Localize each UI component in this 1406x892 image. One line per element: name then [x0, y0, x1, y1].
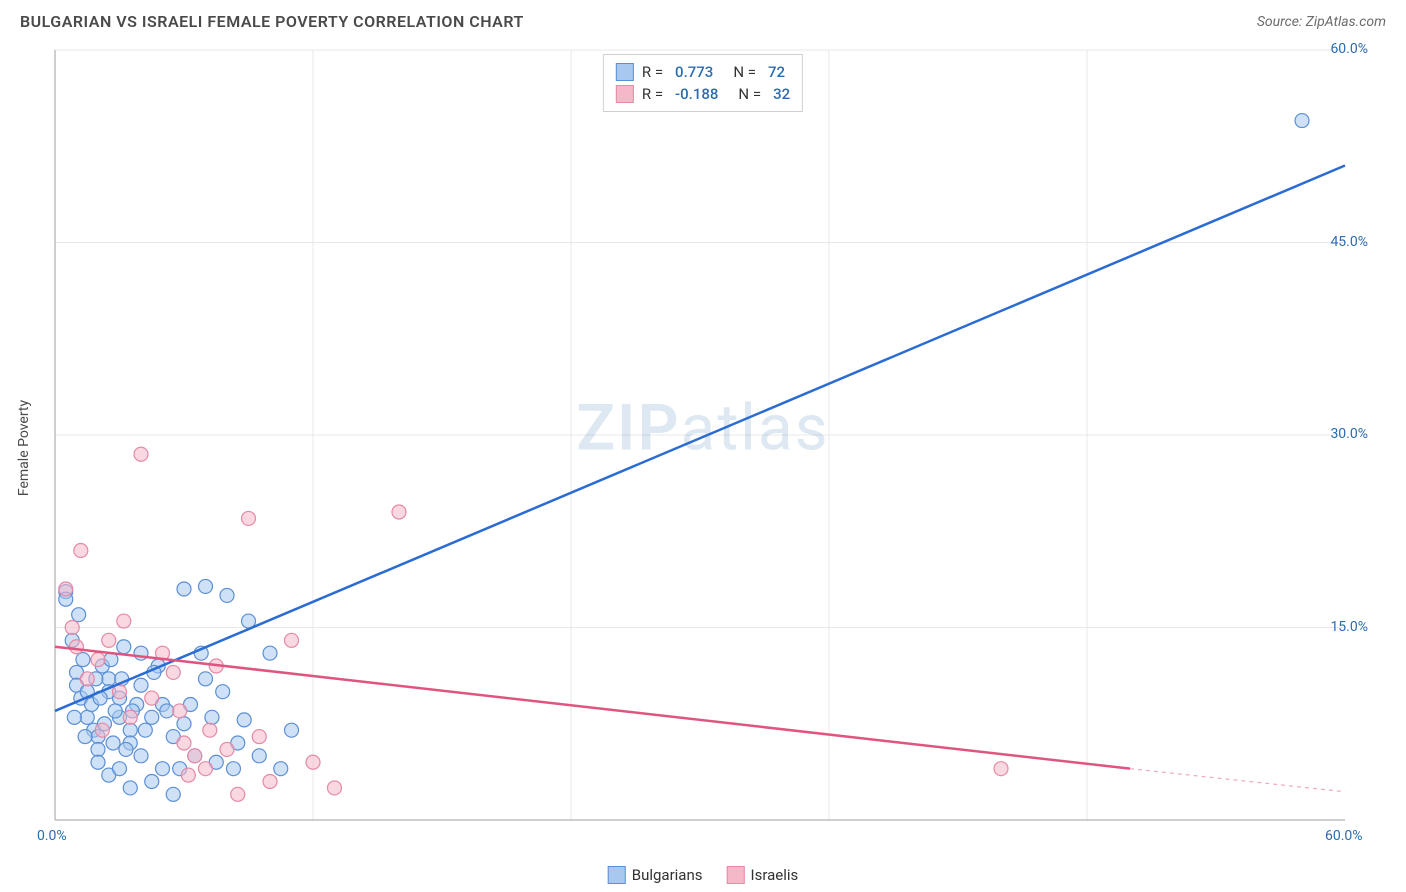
legend-swatch-bulgarians: [608, 866, 626, 884]
legend-stat-row: R = 0.773 N = 72: [616, 61, 790, 83]
legend-r-value: 0.773: [675, 63, 713, 81]
legend-n-label: N =: [733, 63, 756, 81]
y-tick-label: 60.0%: [1330, 41, 1368, 57]
x-tick-label: 60.0%: [1325, 828, 1363, 844]
legend-n-value: 72: [768, 63, 785, 81]
legend-series: Bulgarians Israelis: [608, 866, 799, 884]
legend-swatch-israelis: [616, 85, 634, 103]
y-tick-label: 30.0%: [1330, 426, 1368, 442]
scatter-chart: [0, 0, 1406, 892]
legend-swatch-bulgarians: [616, 63, 634, 81]
legend-label: Bulgarians: [632, 866, 703, 884]
legend-n-label: N =: [738, 85, 761, 103]
legend-n-value: 32: [773, 85, 790, 103]
legend-r-value: -0.188: [675, 85, 718, 103]
legend-r-label: R =: [642, 63, 663, 81]
legend-stat-row: R = -0.188 N = 32: [616, 83, 790, 105]
x-tick-label: 0.0%: [37, 828, 67, 844]
y-tick-label: 45.0%: [1330, 234, 1368, 250]
legend-r-label: R =: [642, 85, 663, 103]
legend-item-bulgarians: Bulgarians: [608, 866, 703, 884]
y-tick-label: 15.0%: [1330, 619, 1368, 635]
legend-swatch-israelis: [727, 866, 745, 884]
legend-item-israelis: Israelis: [727, 866, 799, 884]
legend-label: Israelis: [751, 866, 799, 884]
legend-statistics: R = 0.773 N = 72 R = -0.188 N = 32: [603, 54, 803, 112]
